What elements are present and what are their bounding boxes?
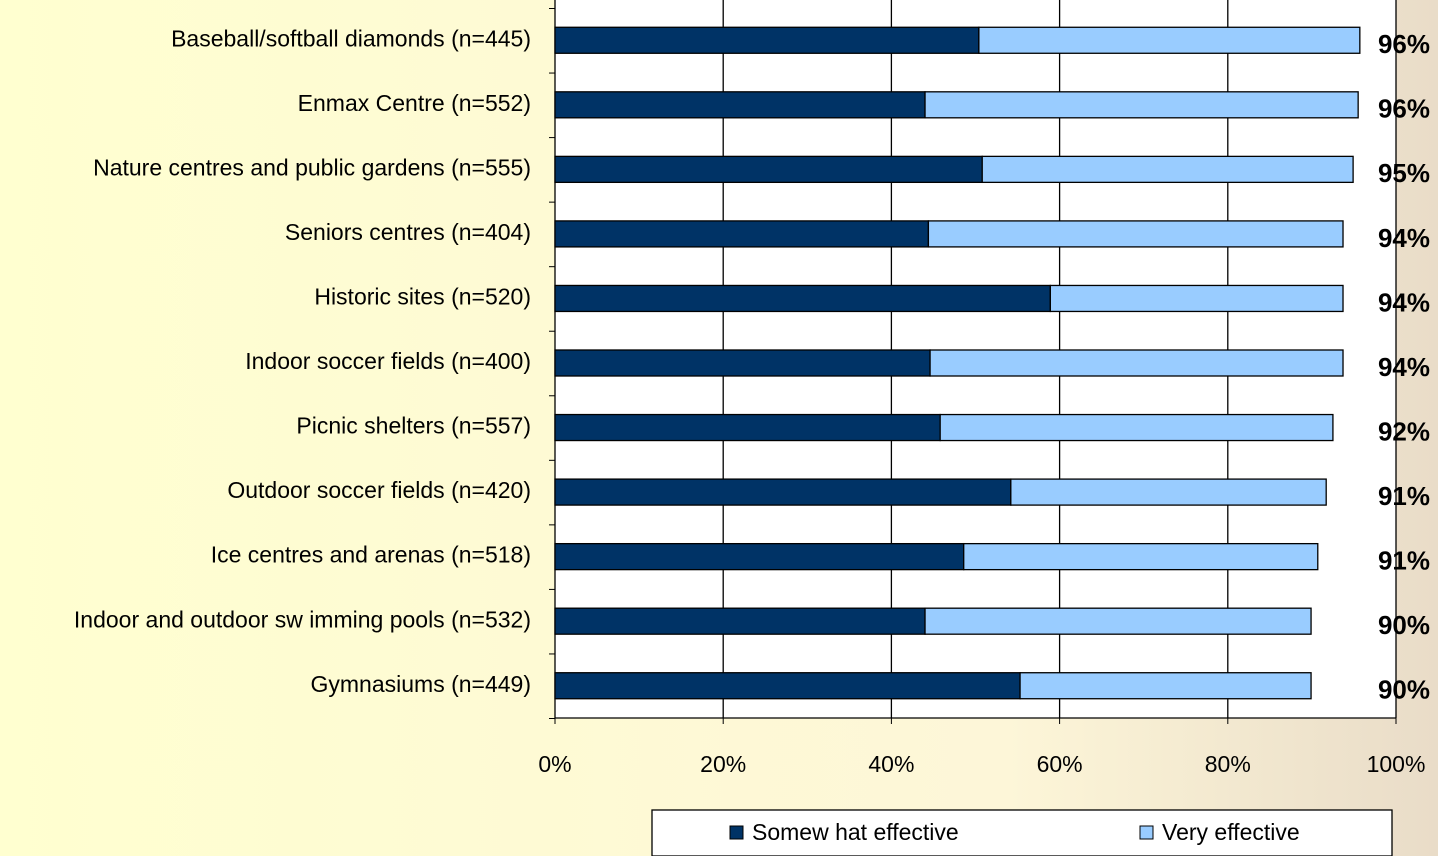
bar-segment bbox=[924, 91, 1359, 119]
y-tick-label: Baseball/softball diamonds (n=445) bbox=[171, 25, 531, 51]
total-label: 95% bbox=[1378, 158, 1430, 188]
total-label: 96% bbox=[1378, 29, 1430, 59]
bar-segment bbox=[981, 155, 1354, 184]
y-tick-label: Outdoor soccer fields (n=420) bbox=[227, 477, 531, 503]
y-tick-label: Enmax Centre (n=552) bbox=[298, 90, 531, 116]
legend-label: Somew hat effective bbox=[752, 819, 959, 845]
bar-segment bbox=[978, 26, 1361, 54]
y-tick-label: Gymnasiums (n=449) bbox=[311, 671, 532, 697]
bar-segment bbox=[554, 542, 965, 571]
bar-segment bbox=[924, 607, 1312, 635]
total-label: 96% bbox=[1378, 94, 1430, 124]
total-label: 94% bbox=[1378, 287, 1430, 317]
x-tick-label: 60% bbox=[1037, 751, 1083, 777]
y-tick-label: Historic sites (n=520) bbox=[314, 284, 531, 310]
bar-segment bbox=[554, 155, 983, 184]
x-tick-label: 100% bbox=[1367, 751, 1426, 777]
x-tick-label: 80% bbox=[1205, 751, 1251, 777]
bar-segment bbox=[554, 672, 1021, 700]
bar-segment bbox=[554, 413, 941, 442]
legend-box bbox=[651, 809, 1393, 857]
bar-segment bbox=[554, 284, 1051, 313]
total-label: 91% bbox=[1378, 481, 1430, 511]
bar-segment bbox=[927, 220, 1344, 248]
bar-segment bbox=[554, 478, 1012, 506]
y-tick-label: Picnic shelters (n=557) bbox=[296, 413, 531, 439]
bar-segment bbox=[1010, 478, 1327, 506]
legend-label: Very effective bbox=[1162, 819, 1300, 845]
y-tick-label: Ice centres and arenas (n=518) bbox=[211, 542, 531, 568]
y-tick-label: Indoor soccer fields (n=400) bbox=[245, 348, 531, 374]
x-tick-label: 20% bbox=[700, 751, 746, 777]
x-tick-label: 40% bbox=[868, 751, 914, 777]
bar-segment bbox=[554, 26, 980, 54]
y-tick-label: Nature centres and public gardens (n=555… bbox=[93, 154, 531, 180]
y-tick-label: Seniors centres (n=404) bbox=[285, 219, 531, 245]
bar-segment bbox=[929, 349, 1344, 377]
bar-segment bbox=[554, 220, 930, 248]
bar-segment bbox=[963, 542, 1319, 571]
legend-swatch bbox=[729, 825, 744, 840]
bar-segment bbox=[554, 349, 931, 377]
bar-segment bbox=[554, 607, 926, 635]
total-label: 94% bbox=[1378, 223, 1430, 253]
total-label: 92% bbox=[1378, 416, 1430, 446]
total-label: 91% bbox=[1378, 546, 1430, 576]
bar-segment bbox=[1049, 284, 1344, 313]
total-label: 90% bbox=[1378, 610, 1430, 640]
bar-segment bbox=[939, 413, 1334, 442]
legend-swatch bbox=[1139, 825, 1154, 840]
total-label: 90% bbox=[1378, 675, 1430, 705]
y-tick-label: Indoor and outdoor sw imming pools (n=53… bbox=[74, 606, 531, 632]
bar-segment bbox=[1019, 672, 1312, 700]
bar-segment bbox=[554, 91, 926, 119]
total-label: 94% bbox=[1378, 352, 1430, 382]
x-tick-label: 0% bbox=[538, 751, 571, 777]
